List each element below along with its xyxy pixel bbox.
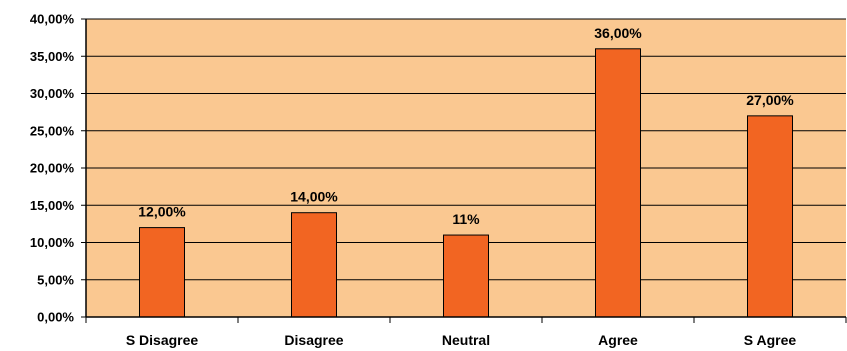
y-tick-label: 35,00% — [30, 49, 75, 64]
bars — [139, 48, 793, 318]
x-category-label: Neutral — [442, 332, 490, 348]
x-category-label: Agree — [598, 332, 638, 348]
data-label: 36,00% — [594, 25, 642, 41]
y-tick-label: 15,00% — [30, 198, 75, 213]
y-tick-label: 30,00% — [30, 86, 75, 101]
y-tick-label: 10,00% — [30, 235, 75, 250]
x-category-label: S Agree — [744, 332, 797, 348]
data-label: 12,00% — [138, 204, 186, 220]
x-category-label: S Disagree — [126, 332, 199, 348]
axes — [85, 19, 847, 323]
bar — [595, 48, 641, 318]
bar — [291, 212, 337, 318]
y-axis-ticks: 0,00% 5,00% 10,00% 15,00% 20,00% 25,00% 30,00%… — [30, 12, 86, 325]
y-tick-label: 25,00% — [30, 123, 75, 138]
data-labels: 12,00% 14,00% 11% 36,00% 27,00% — [138, 25, 794, 227]
bar — [747, 115, 793, 318]
x-axis-categories: S Disagree Disagree Neutral Agree S Agree — [126, 332, 797, 348]
y-tick-label: 0,00% — [37, 310, 74, 325]
bar — [139, 227, 185, 318]
data-label: 11% — [452, 211, 480, 227]
data-label: 27,00% — [746, 92, 794, 108]
y-tick-label: 20,00% — [30, 161, 75, 176]
x-category-label: Disagree — [284, 332, 343, 348]
data-label: 14,00% — [290, 189, 338, 205]
y-tick-label: 40,00% — [30, 12, 75, 27]
y-tick-label: 5,00% — [37, 272, 74, 287]
bar — [443, 234, 489, 318]
